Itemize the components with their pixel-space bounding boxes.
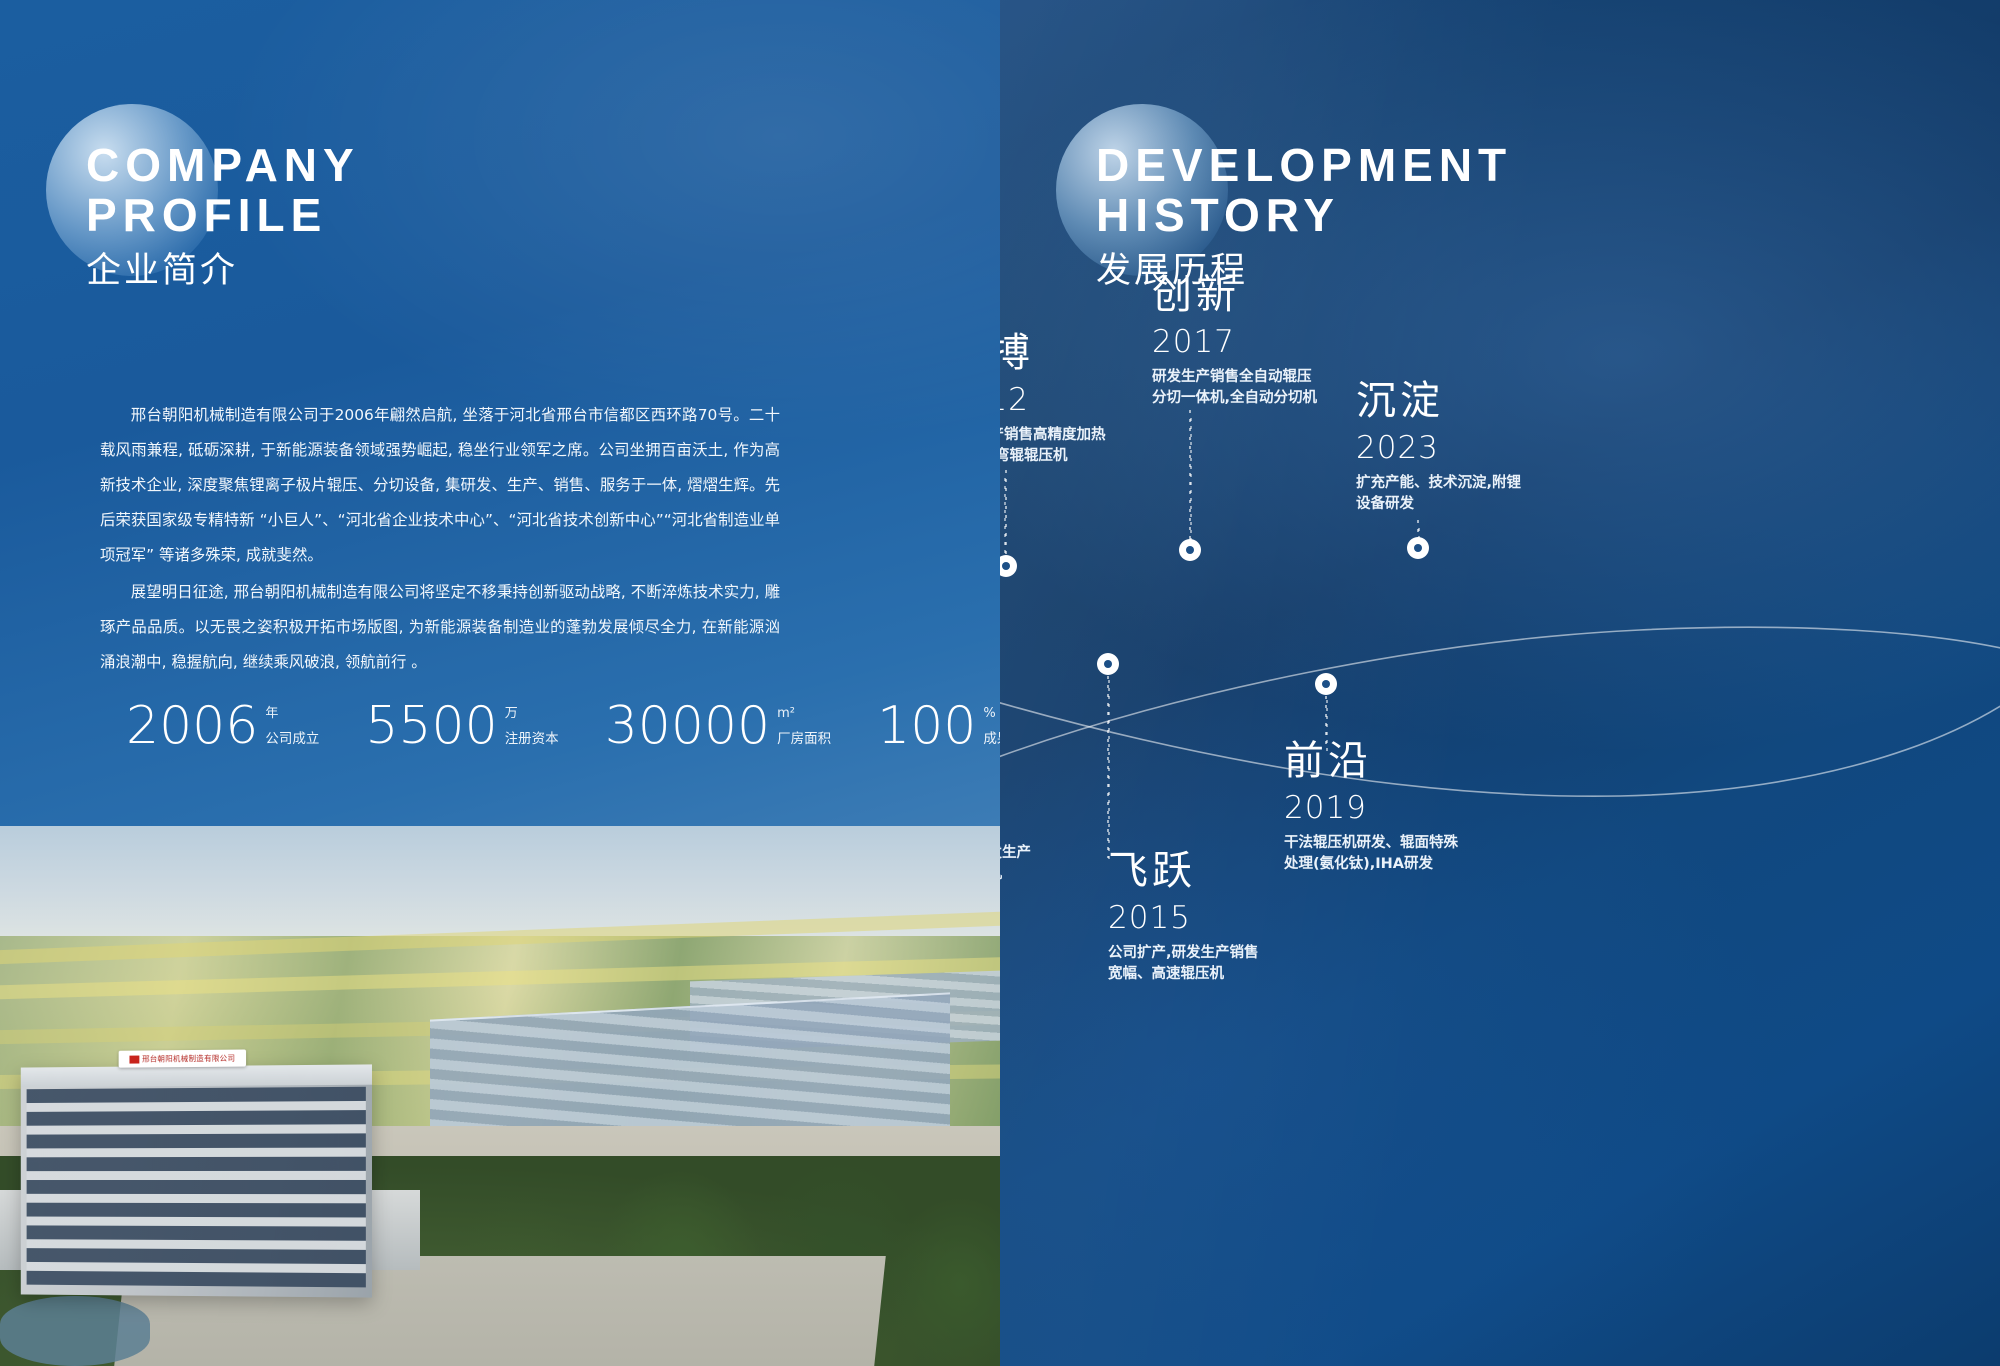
left-page-company-profile: COMPANY PROFILE 企业简介 邢台朝阳机械制造有限公司于2006年翩…: [0, 0, 1000, 1366]
milestone-2015[interactable]: 飞跃 2015 公司扩产,研发生产销售 宽幅、高速辊压机: [1108, 848, 1338, 985]
milestone-year: 2012: [1000, 382, 1029, 418]
milestone-2006[interactable]: 启航 2006 公司组建开始研发生产 销售高精度辊压机: [1000, 748, 1116, 885]
left-heading-block: COMPANY PROFILE 企业简介: [86, 140, 786, 294]
flag-icon: [129, 1055, 140, 1064]
timeline-dot-2012[interactable]: [1000, 555, 1017, 577]
milestone-desc: 研发生产销售全自动辊压 分切一体机,全自动分切机: [1152, 369, 1318, 406]
timeline-curves: [1000, 418, 2000, 862]
milestone-2012[interactable]: 拼搏 2012 研发生产销售高精度加热 辊压机,弯辊辊压机: [1000, 330, 1176, 467]
milestone-year: 2015: [1108, 900, 1191, 936]
heading-en-line2: PROFILE: [86, 189, 328, 241]
milestone-2017[interactable]: 创新 2017 研发生产销售全自动辊压 分切一体机,全自动分切机: [1152, 272, 1392, 409]
figure-meta: 万 注册资本: [505, 700, 559, 748]
milestone-year: 2023: [1356, 430, 1439, 466]
figure-number: 5500: [365, 696, 498, 756]
milestone-word: 创新: [1152, 272, 1240, 318]
photo-pond: [0, 1296, 150, 1366]
milestone-desc: 公司组建开始研发生产 销售高精度辊压机: [1000, 845, 1031, 882]
figure-unit: 年: [265, 706, 279, 721]
milestone-year: 2006: [1000, 798, 1116, 838]
decorative-circle-right: [1056, 104, 1228, 276]
milestone-2023[interactable]: 沉淀 2023 扩充产能、技术沉淀,附锂 设备研发: [1356, 378, 1586, 515]
timeline-curve-lower: [1000, 702, 2000, 798]
milestone-word: 拼搏: [1000, 330, 1034, 376]
building-sign-text: 邢台朝阳机械制造有限公司: [142, 1053, 236, 1064]
timeline-dot-2017[interactable]: [1179, 539, 1201, 561]
figure-meta: m² 厂房面积: [777, 700, 831, 748]
milestone-year: 2019: [1284, 790, 1367, 826]
milestone-year: 2017: [1152, 324, 1235, 360]
right-heading-block: DEVELOPMENT HISTORY 发展历程: [1096, 140, 1696, 294]
milestone-desc: 扩充产能、技术沉淀,附锂 设备研发: [1356, 475, 1522, 512]
timeline-dot-2019[interactable]: [1315, 673, 1337, 695]
building-company-sign: 邢台朝阳机械制造有限公司: [118, 1049, 247, 1068]
profile-paragraph-1: 邢台朝阳机械制造有限公司于2006年翩然启航, 坐落于河北省邢台市信都区西环路7…: [100, 406, 780, 564]
figure-unit: %: [983, 706, 996, 721]
company-profile-body: 邢台朝阳机械制造有限公司于2006年翩然启航, 坐落于河北省邢台市信都区西环路7…: [100, 398, 780, 680]
milestone-word: 飞跃: [1108, 848, 1196, 894]
key-figure: 30000 m² 厂房面积: [605, 700, 831, 752]
timeline-dot-2023[interactable]: [1407, 537, 1429, 559]
heading-en-line2: HISTORY: [1096, 189, 1340, 241]
figure-number: 100: [877, 696, 977, 756]
key-figure: 2006 年 公司成立: [126, 700, 319, 752]
milestone-desc: 研发生产销售高精度加热 辊压机,弯辊辊压机: [1000, 427, 1106, 464]
heading-en-line1: DEVELOPMENT: [1096, 139, 1513, 191]
heading-en-line1: COMPANY: [86, 139, 360, 191]
building-roof: [20, 1064, 372, 1088]
milestone-word: 启航: [1000, 748, 1116, 794]
heading-cn: 发展历程: [1096, 251, 1249, 291]
figure-label: 注册资本: [504, 731, 559, 747]
figure-label: 厂房面积: [777, 731, 832, 747]
timeline-dot-2015[interactable]: [1097, 653, 1119, 675]
building-window-grid: [26, 1086, 366, 1288]
milestone-desc: 公司扩产,研发生产销售 宽幅、高速辊压机: [1108, 945, 1259, 982]
key-figure: 5500 万 注册资本: [365, 700, 558, 752]
figure-unit: 万: [504, 706, 518, 721]
milestone-2019[interactable]: 前沿 2019 干法辊压机研发、辊面特殊 处理(氨化钛),IHA研发: [1284, 738, 1534, 875]
right-page-development-history: DEVELOPMENT HISTORY 发展历程: [1000, 0, 2000, 1366]
figure-number: 30000: [604, 696, 771, 756]
heading-cn: 企业简介: [86, 251, 239, 291]
figure-number: 2006: [126, 696, 259, 756]
key-figures-row: 2006 年 公司成立 5500 万 注册资本 30000 m² 厂房面积: [126, 700, 1000, 752]
profile-paragraph-2: 展望明日征途, 邢台朝阳机械制造有限公司将坚定不移秉持创新驱动战略, 不断淬炼技…: [100, 583, 780, 671]
milestone-word: 前沿: [1284, 738, 1372, 784]
figure-meta: 年 公司成立: [265, 700, 319, 748]
photo-office-building: 邢台朝阳机械制造有限公司: [20, 1049, 372, 1298]
figure-label: 成果转化率: [983, 731, 1000, 747]
figure-unit: m²: [777, 706, 795, 721]
key-figure: 100 % 成果转化率: [877, 700, 1000, 752]
milestone-word: 沉淀: [1356, 378, 1444, 424]
milestone-desc: 干法辊压机研发、辊面特殊 处理(氨化钛),IHA研发: [1284, 835, 1458, 872]
figure-label: 公司成立: [265, 731, 320, 747]
decorative-circle-left: [46, 104, 218, 276]
timeline-curve-upper: [1000, 626, 2000, 758]
figure-meta: % 成果转化率: [983, 700, 1000, 748]
